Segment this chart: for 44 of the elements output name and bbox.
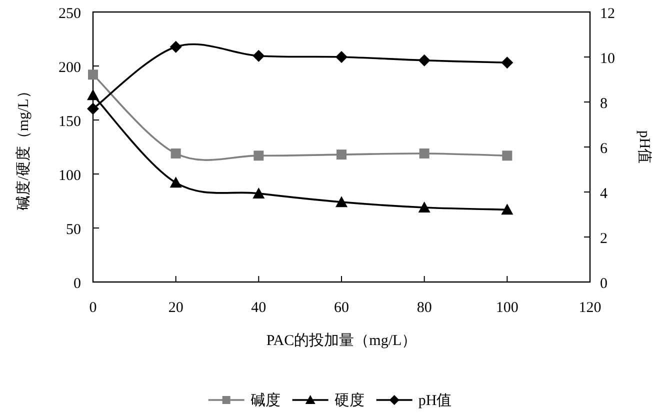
point — [252, 187, 265, 198]
point — [501, 56, 514, 69]
point — [336, 51, 348, 63]
point — [254, 150, 264, 161]
y-tick-label: 50 — [66, 222, 81, 238]
legend-label: 碱度 — [250, 392, 280, 409]
point — [87, 102, 99, 115]
point — [502, 150, 512, 161]
point — [418, 54, 430, 66]
y2-tick-label: 10 — [600, 51, 615, 67]
y2-tick-label: 6 — [600, 141, 608, 157]
y-axis-title: 碱度/硬度（mg/L） — [15, 84, 32, 210]
y2-tick-label: 8 — [600, 96, 608, 112]
y-tick-label: 200 — [58, 60, 81, 76]
y2-axis-title: pH值 — [636, 130, 652, 164]
point — [170, 148, 181, 158]
legend-label: pH值 — [418, 393, 452, 409]
x-axis-title: PAC的投加量（mg/L） — [266, 332, 417, 349]
x-tick-label: 40 — [251, 300, 266, 316]
point — [418, 201, 430, 212]
x-tick-label: 100 — [496, 300, 518, 316]
x-tick-label: 20 — [168, 300, 184, 316]
point — [88, 70, 98, 80]
x-tick-label: 80 — [416, 300, 432, 316]
point — [252, 50, 265, 62]
y-tick-label: 250 — [58, 6, 81, 22]
point — [336, 196, 348, 208]
y2-tick-label: 0 — [600, 276, 608, 292]
y2-tick-label: 2 — [600, 231, 608, 247]
point — [87, 89, 99, 100]
point — [170, 176, 182, 188]
legend-label: 硬度 — [334, 392, 364, 409]
point — [170, 40, 182, 53]
x-tick-label: 60 — [334, 300, 349, 316]
point — [501, 204, 514, 215]
point — [336, 150, 346, 160]
y2-tick-label: 4 — [600, 186, 608, 202]
y-tick-label: 100 — [58, 168, 81, 184]
y2-tick-label: 12 — [600, 6, 615, 22]
y-tick-label: 150 — [58, 114, 81, 130]
x-tick-label: 120 — [578, 300, 602, 316]
y-tick-label: 0 — [74, 276, 81, 292]
point — [419, 148, 430, 158]
x-tick-label: 0 — [89, 300, 97, 316]
